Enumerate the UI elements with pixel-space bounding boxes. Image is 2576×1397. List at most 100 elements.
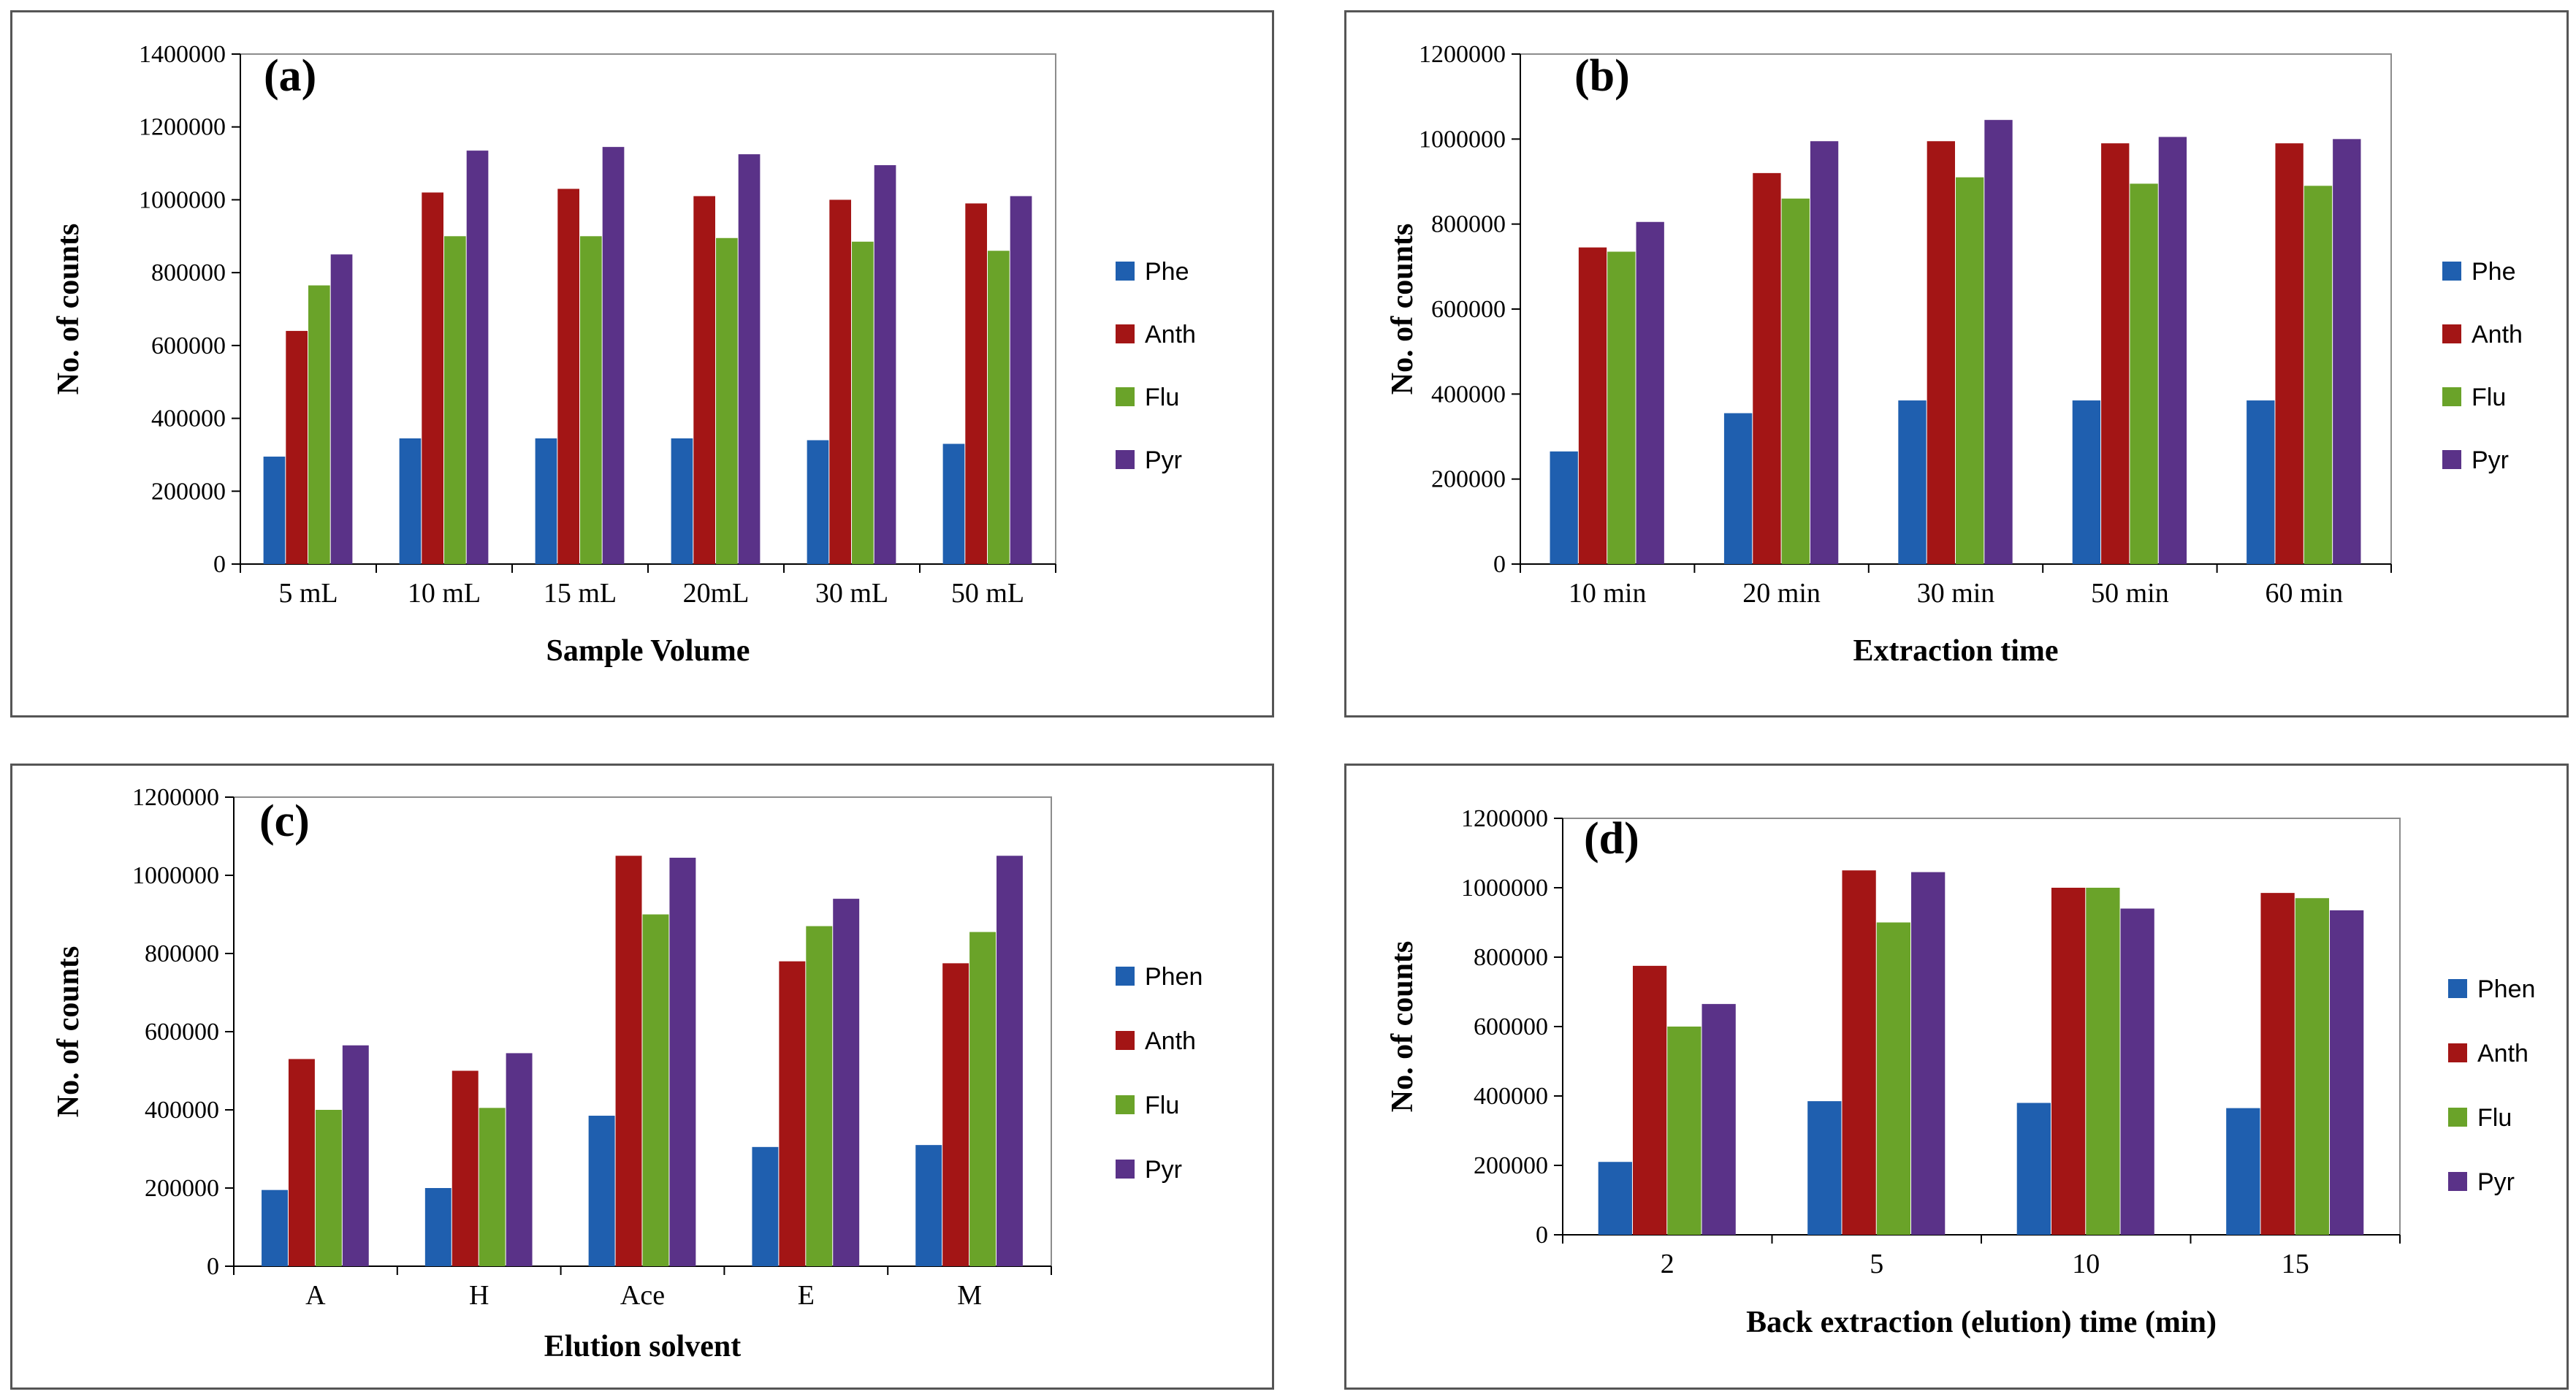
y-tick-label: 800000 (1431, 211, 1506, 238)
bar-pyr-1 (506, 1053, 533, 1266)
bar-flu-2 (2086, 888, 2120, 1235)
bar-pyr-0 (330, 254, 353, 564)
bar-flu-0 (308, 285, 330, 564)
x-category-label: 60 min (2265, 578, 2343, 609)
legend-swatch-anth (1116, 1031, 1135, 1050)
y-tick-label: 600000 (151, 332, 226, 359)
legend-label-pyr: Pyr (1145, 446, 1182, 474)
y-tick-label: 1200000 (1419, 41, 1506, 68)
bar-anth-3 (2101, 143, 2130, 564)
x-category-label: 5 (1870, 1249, 1883, 1279)
bar-flu-0 (1607, 251, 1636, 564)
bar-pyr-0 (1636, 221, 1664, 564)
bar-phen-3 (752, 1146, 779, 1266)
bar-flu-4 (852, 241, 874, 564)
bar-phe-4 (807, 440, 829, 564)
y-axis-title: No. of counts (52, 224, 85, 395)
y-tick-label: 200000 (151, 478, 226, 505)
bar-phe-1 (399, 438, 422, 564)
bar-pyr-2 (602, 147, 625, 564)
chart-panel-d: 0 200000 400000 600000 800000 1000000 1200000 2… (1344, 764, 2569, 1390)
bar-anth-2 (615, 856, 642, 1266)
y-tick-label: 1000000 (1461, 875, 1548, 902)
legend-swatch-pyr (2448, 1172, 2467, 1191)
bar-anth-3 (2260, 893, 2295, 1235)
y-tick-label: 600000 (1431, 296, 1506, 323)
bar-anth-2 (1927, 141, 1955, 564)
bar-anth-1 (422, 192, 443, 564)
bar-phen-2 (588, 1116, 615, 1266)
bar-phe-2 (535, 438, 557, 564)
bar-phe-1 (1723, 413, 1753, 564)
bar-phen-0 (262, 1189, 288, 1266)
chart-panel-a: 0 200000 400000 600000 800000 1000000 1200000 1… (10, 10, 1274, 717)
x-category-label: 15 mL (544, 578, 617, 609)
bar-phe-0 (263, 456, 286, 564)
bar-flu-1 (1781, 198, 1810, 564)
legend-label-phen: Phen (1145, 963, 1203, 991)
legend-label-flu: Flu (1145, 384, 1179, 411)
bar-flu-5 (988, 251, 1010, 564)
legend-swatch-flu (1116, 1095, 1135, 1114)
legend-swatch-pyr (1116, 1160, 1135, 1179)
x-category-label: H (469, 1280, 489, 1311)
legend-swatch-anth (2442, 324, 2461, 343)
bar-pyr-1 (1911, 872, 1946, 1235)
bar-pyr-1 (466, 151, 489, 564)
y-tick-label: 400000 (1431, 381, 1506, 408)
y-tick-label: 200000 (1474, 1152, 1548, 1179)
legend-swatch-phe (1116, 262, 1135, 281)
bar-anth-4 (2275, 143, 2303, 564)
bar-phe-2 (1898, 400, 1927, 564)
bar-phe-5 (942, 444, 965, 564)
bar-phe-4 (2247, 400, 2275, 564)
bar-pyr-0 (1702, 1004, 1736, 1235)
x-category-label: A (305, 1280, 326, 1311)
legend-swatch-anth (2448, 1043, 2467, 1062)
bar-phen-1 (1807, 1101, 1842, 1235)
legend-label-pyr: Pyr (2477, 1168, 2515, 1196)
bar-pyr-0 (342, 1045, 369, 1266)
legend-swatch-flu (2442, 387, 2461, 406)
y-tick-label: 1000000 (132, 862, 219, 889)
bar-anth-2 (2051, 888, 2086, 1235)
y-tick-label: 1200000 (1461, 805, 1548, 832)
bar-pyr-5 (1010, 196, 1032, 564)
x-category-label: 10 mL (408, 578, 481, 609)
bar-flu-2 (642, 914, 669, 1266)
bar-flu-1 (479, 1108, 506, 1266)
bar-anth-0 (1578, 247, 1607, 564)
y-tick-label: 400000 (145, 1097, 219, 1124)
bar-anth-1 (1842, 870, 1876, 1235)
bar-pyr-2 (669, 857, 696, 1266)
legend-label-phen: Phen (2477, 975, 2535, 1003)
panel-tag-label: (c) (259, 796, 310, 846)
panel-tag-label: (d) (1584, 814, 1639, 864)
legend-label-flu: Flu (2472, 384, 2506, 411)
y-tick-label: 0 (213, 551, 226, 578)
legend-label-anth: Anth (2477, 1040, 2529, 1067)
x-category-label: 50 mL (951, 578, 1024, 609)
y-tick-label: 1000000 (1419, 126, 1506, 153)
bar-anth-1 (451, 1070, 479, 1266)
legend-swatch-pyr (2442, 450, 2461, 469)
legend-swatch-phe (2442, 262, 2461, 281)
bar-pyr-3 (738, 154, 761, 564)
legend-swatch-phen (1116, 967, 1135, 986)
bar-anth-0 (1632, 965, 1667, 1235)
bar-flu-3 (2295, 898, 2330, 1235)
bar-flu-0 (315, 1110, 342, 1266)
y-tick-label: 0 (1493, 551, 1506, 578)
bar-phen-1 (424, 1188, 451, 1266)
x-category-label: 15 (2282, 1249, 2309, 1279)
y-tick-label: 0 (1536, 1222, 1548, 1249)
bar-flu-2 (1956, 177, 1984, 564)
y-tick-label: 200000 (145, 1175, 219, 1202)
chart-svg-a: 0 200000 400000 600000 800000 1000000 1200000 1… (52, 41, 1196, 668)
legend-label-flu: Flu (2477, 1104, 2512, 1132)
y-axis-title: No. of counts (1386, 941, 1420, 1113)
bar-anth-0 (288, 1059, 315, 1266)
y-tick-label: 400000 (151, 406, 226, 433)
y-tick-label: 200000 (1431, 466, 1506, 493)
legend-label-phe: Phe (1145, 258, 1189, 286)
